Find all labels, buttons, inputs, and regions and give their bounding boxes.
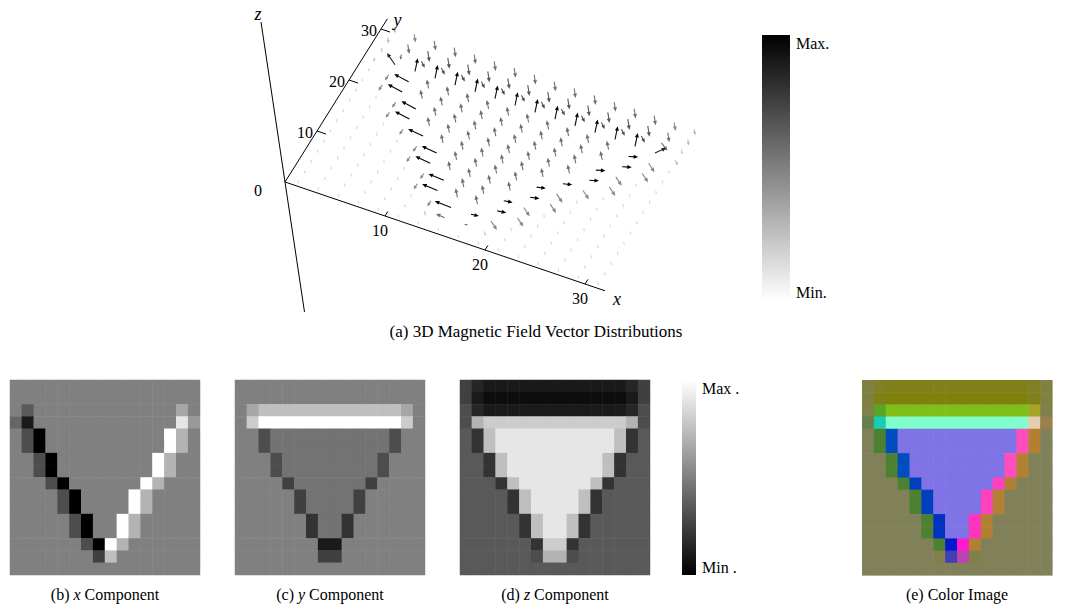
svg-text:Component: Component [530, 586, 609, 604]
svg-text:0: 0 [254, 182, 262, 199]
svg-text:(e) Color Image: (e) Color Image [906, 586, 1008, 604]
svg-text:Min .: Min . [702, 559, 737, 576]
svg-text:Min.: Min. [796, 284, 827, 301]
svg-text:10: 10 [372, 222, 388, 239]
svg-text:(b): (b) [51, 586, 74, 604]
svg-text:Component: Component [81, 586, 160, 604]
svg-text:10: 10 [297, 124, 313, 141]
svg-text:Max .: Max . [702, 380, 739, 397]
svg-text:Component: Component [305, 586, 384, 604]
svg-text:(c): (c) [276, 586, 298, 604]
svg-text:x: x [72, 586, 80, 603]
svg-text:20: 20 [472, 256, 488, 273]
svg-text:x: x [612, 289, 621, 309]
svg-text:y: y [391, 10, 401, 30]
svg-text:(a) 3D Magnetic Field Vector D: (a) 3D Magnetic Field Vector Distributio… [390, 322, 683, 341]
svg-text:z: z [523, 585, 531, 603]
svg-text:30: 30 [572, 290, 588, 307]
svg-text:y: y [298, 585, 306, 603]
svg-text:Max.: Max. [796, 35, 829, 52]
svg-text:z: z [253, 4, 261, 24]
svg-text:30: 30 [361, 22, 377, 39]
svg-text:(d): (d) [501, 586, 524, 604]
svg-text:20: 20 [329, 73, 345, 90]
